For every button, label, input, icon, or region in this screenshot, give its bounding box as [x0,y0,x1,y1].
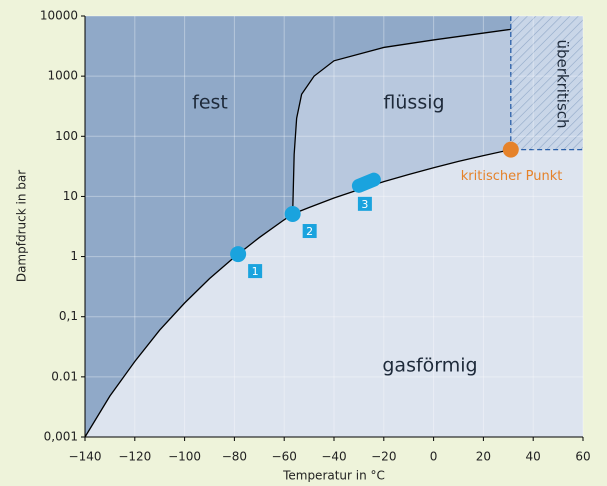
critical-point-label: kritischer Punkt [461,169,563,184]
y-tick-label: 10000 [40,9,78,23]
critical-point [502,141,519,158]
region-gas [85,149,583,437]
phase-curve [84,213,294,438]
region-liquid [292,29,511,215]
y-tick-label: 1 [70,249,78,263]
supercritical-border [510,16,583,151]
x-tick-label: 0 [430,450,438,464]
region-label: gasförmig [382,355,477,377]
y-tick-label: 10 [63,189,78,203]
y-tick-label: 0,1 [59,309,78,323]
x-tick-label: −60 [272,450,297,464]
point-label: 2 [306,225,313,238]
point-label: 3 [361,198,368,211]
x-tick-label: −80 [222,450,247,464]
region-solid [85,16,511,437]
region-label: flüssig [383,92,444,114]
point-badge [248,264,263,279]
point-badge [302,224,317,239]
x-tick-label: 20 [476,450,491,464]
phase-curve [292,28,511,215]
x-tick-label: −100 [168,450,201,464]
x-tick-label: −120 [118,450,151,464]
point-range [351,172,381,193]
x-axis-title: Temperatur in °C [282,469,385,483]
y-tick-label: 0,001 [44,430,78,444]
y-axis-title: Dampfdruck in bar [15,170,29,282]
point [284,206,301,223]
region-supercritical-hatch [510,16,583,150]
x-tick-label: 60 [575,450,590,464]
point-badge [357,196,372,211]
phase-curve [292,148,511,215]
x-tick-label: −20 [371,450,396,464]
x-tick-label: −140 [69,450,102,464]
region-label: überkritisch [554,39,572,128]
y-tick-label: 1000 [47,69,78,83]
y-tick-label: 100 [55,129,78,143]
point-label: 1 [252,265,259,278]
x-tick-label: 40 [526,450,541,464]
region-label: fest [192,92,228,114]
point [230,246,247,263]
y-tick-label: 0.01 [51,369,78,383]
x-tick-label: −40 [321,450,346,464]
